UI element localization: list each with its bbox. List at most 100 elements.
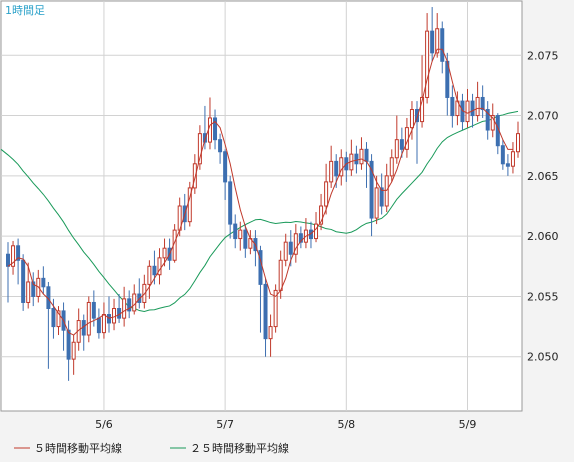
candle-body [339,157,344,177]
candle-body [329,160,334,183]
x-tick-label: 5/6 [95,418,113,431]
candle-body [112,308,117,324]
candle-body [288,241,293,255]
candle-body [324,181,329,207]
candle [243,224,248,258]
candle-body [127,298,132,312]
candle [223,149,228,200]
candle-body [298,233,303,243]
legend-label-ma5: ５時間移動平均線 [34,441,122,455]
candle [202,105,207,150]
legend-label-ma25: ２５時間移動平均線 [190,441,289,455]
candle [192,154,197,194]
candle-body [394,139,399,159]
candle-body [106,314,111,324]
candle-body [218,139,223,153]
candle [399,127,404,158]
candle-body [283,241,288,261]
legend: ５時間移動平均線 ２５時間移動平均線 [14,441,289,455]
candle [106,296,111,333]
candle [415,101,420,164]
candle [122,286,127,327]
candle-body [202,133,207,143]
candle-body [319,205,324,225]
candle [475,81,480,122]
candle [71,335,76,375]
candle [127,290,132,319]
candle [66,320,71,381]
candle-body [31,281,36,297]
candle-body [293,233,298,255]
candle-body [475,96,480,117]
candle-body [86,301,91,336]
candle [233,214,238,249]
candle-body [91,301,96,319]
candle-body [334,160,339,177]
y-tick-labels: 2.050 2.055 2.060 2.065 2.070 2.075 [527,49,559,363]
plot-area [0,0,523,412]
candle-body [399,139,404,150]
x-tick-labels: 5/6 5/7 5/8 5/9 [95,418,476,431]
candle-body [379,187,384,207]
candle-body [389,157,394,177]
y-tick-label: 2.050 [527,351,559,364]
candle-body [258,250,263,285]
candle [480,85,485,118]
candle-body [465,100,470,123]
candle-body [162,247,167,259]
candle [147,260,152,299]
candle [213,109,218,150]
candle-body [122,298,127,319]
candle [218,133,223,164]
ma5-line [7,48,513,336]
candle-body [147,265,152,285]
candle-body [233,223,238,240]
candle [329,145,334,188]
candle [162,238,167,267]
candle-body [243,229,248,249]
candle [293,224,298,263]
candle-body [238,229,243,240]
candle-body [278,259,283,291]
candle [359,137,364,170]
candle-body [425,30,430,98]
candle-body [490,115,495,131]
chart-title: 1時間足 [5,4,45,17]
candle [339,149,344,186]
candle-body [51,308,56,328]
candle-body [369,160,374,219]
candle-body [374,187,379,219]
candle [263,278,268,357]
candle [298,226,303,249]
y-tick-label: 2.060 [527,230,559,243]
candle [485,101,490,140]
candle-body [516,133,520,153]
candle [6,242,10,303]
candle [41,266,46,295]
candle [440,21,445,74]
candle [389,149,394,182]
candle [319,193,324,231]
ma25-line [0,110,519,313]
candle-body [223,151,228,183]
candle-body [26,281,31,303]
candle-body [187,187,192,223]
candle [409,101,414,140]
candle-body [71,341,76,360]
candle-body [364,148,369,162]
candle [21,254,26,311]
candle-body [510,151,515,167]
candle-body [21,259,26,303]
candle [187,181,192,227]
candle-body [6,253,10,267]
ma25-layer [0,110,519,313]
candle [268,314,273,357]
candle-body [207,117,212,143]
candle [31,272,36,307]
candle [379,173,384,215]
x-tick-label: 5/7 [216,418,234,431]
y-tick-label: 2.075 [527,49,559,62]
candle [425,13,430,104]
candle [238,221,243,251]
